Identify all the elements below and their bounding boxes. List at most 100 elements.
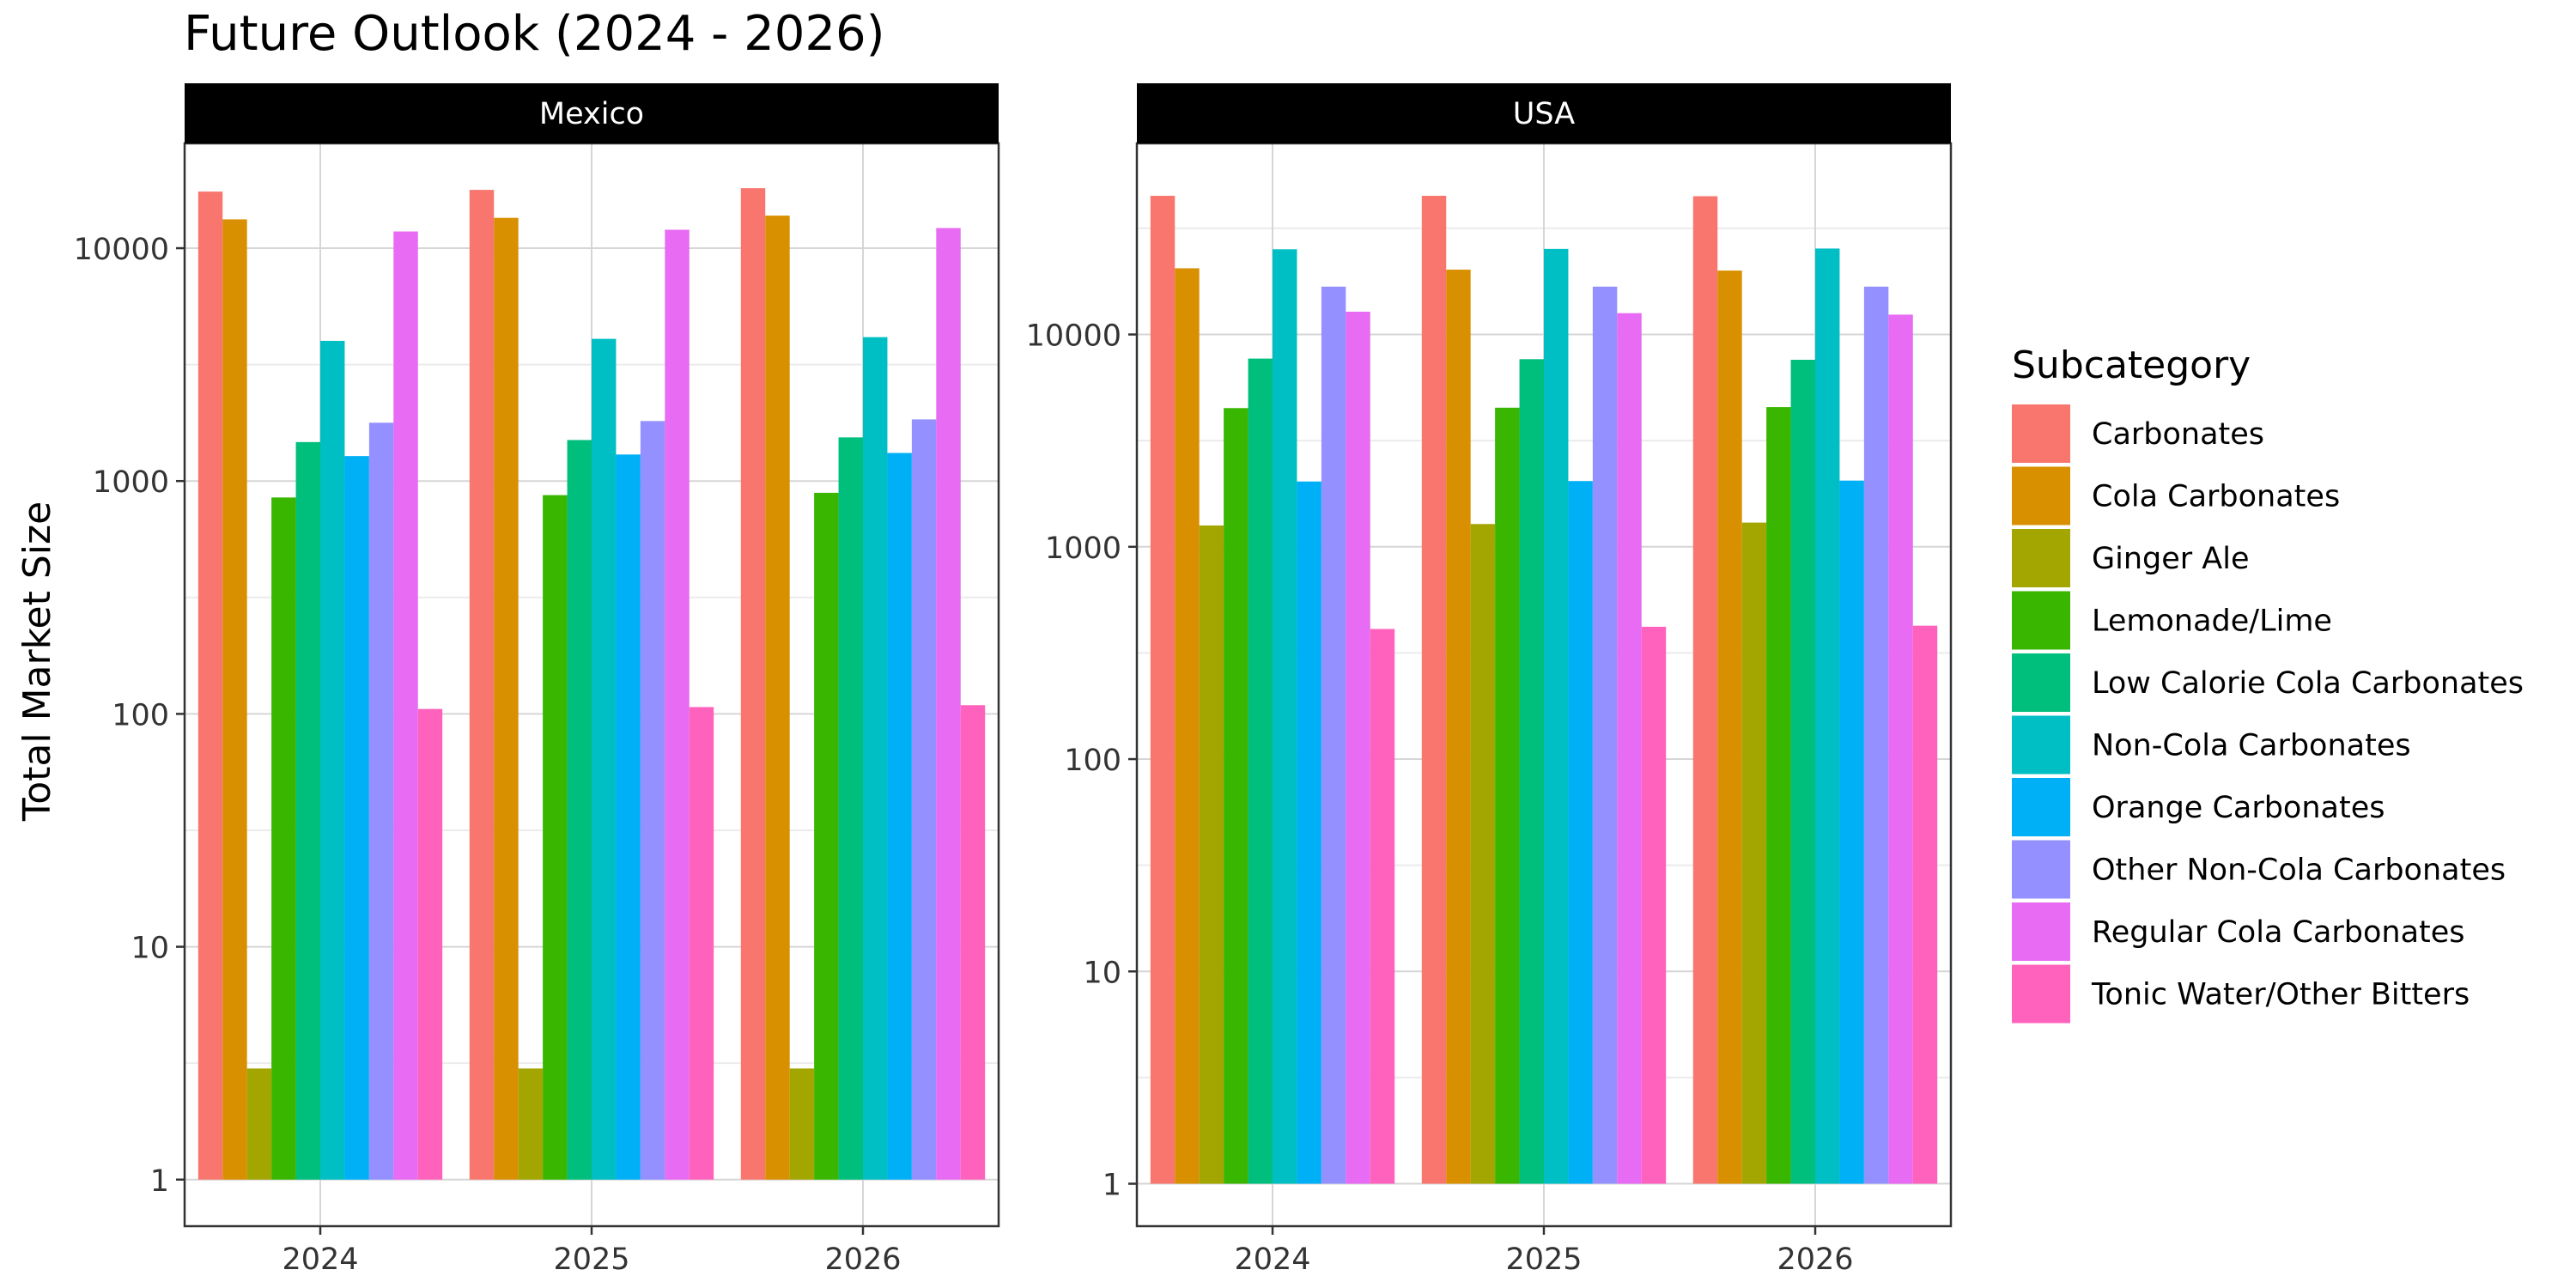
bar-orange-carbonates-2025 (1568, 481, 1593, 1184)
bar-cola-carbonates-2026 (1717, 270, 1742, 1184)
bar-regular-cola-carbonates-2025 (1617, 313, 1642, 1184)
y-tick-label: 100 (112, 698, 169, 732)
bar-ginger-ale-2026 (1741, 522, 1767, 1184)
bar-cola-carbonates-2024 (1175, 268, 1200, 1184)
x-tick-label: 2026 (824, 1242, 901, 1277)
facet-panel-mexico: Mexico 1 10 100 1000 10000 2024 2025 2026 (74, 83, 1000, 1277)
legend-key (2012, 902, 2070, 961)
y-tick-label: 100 (1064, 744, 1121, 778)
legend-key (2012, 964, 2070, 1024)
bar-orange-carbonates-2025 (616, 454, 641, 1180)
x-tick-label: 2025 (1505, 1242, 1582, 1277)
bar-regular-cola-carbonates-2025 (665, 229, 690, 1180)
legend-item-tonic-water-other-bitters: Tonic Water/Other Bitters (2012, 964, 2470, 1024)
bar-ginger-ale-2024 (246, 1068, 272, 1180)
legend-label: Other Non-Cola Carbonates (2092, 854, 2506, 888)
bar-regular-cola-carbonates-2024 (1346, 312, 1370, 1184)
bar-cola-carbonates-2025 (494, 217, 519, 1180)
bar-non-cola-carbonates-2026 (863, 337, 888, 1180)
bar-tonic-water-other-bitters-2024 (417, 708, 443, 1180)
y-tick-label: 1000 (93, 465, 169, 500)
legend-item-other-non-cola-carbonates: Other Non-Cola Carbonates (2012, 840, 2506, 899)
legend-key (2012, 529, 2070, 587)
bar-orange-carbonates-2026 (887, 453, 912, 1180)
x-tick-label: 2025 (553, 1242, 629, 1277)
y-tick-label: 1 (150, 1164, 169, 1199)
facet-strip-label: USA (1513, 97, 1575, 131)
bar-tonic-water-other-bitters-2025 (1641, 626, 1667, 1184)
bar-lemonade-lime-2026 (1766, 407, 1791, 1184)
legend-label: Orange Carbonates (2092, 791, 2385, 825)
legend-label: Cola Carbonates (2092, 480, 2340, 514)
legend-key (2012, 840, 2070, 899)
facet-strip-label: Mexico (539, 97, 644, 131)
bar-orange-carbonates-2024 (1297, 481, 1321, 1184)
bar-regular-cola-carbonates-2024 (393, 231, 418, 1180)
x-tick-label: 2026 (1777, 1242, 1853, 1277)
legend-key (2012, 466, 2070, 526)
bar-low-calorie-cola-carbonates-2025 (1519, 359, 1544, 1184)
bar-tonic-water-other-bitters-2026 (1912, 625, 1938, 1184)
bar-tonic-water-other-bitters-2025 (689, 707, 714, 1180)
bar-ginger-ale-2025 (518, 1068, 544, 1180)
x-tick-label: 2024 (1234, 1242, 1310, 1277)
bar-low-calorie-cola-carbonates-2024 (295, 441, 320, 1180)
bar-non-cola-carbonates-2026 (1815, 248, 1840, 1184)
bar-regular-cola-carbonates-2026 (1888, 314, 1913, 1184)
facet-panel-usa: USA 1 10 100 1000 10000 2024 2025 2026 (1026, 83, 1953, 1277)
bar-regular-cola-carbonates-2026 (936, 228, 961, 1180)
facet-panels: Mexico 1 10 100 1000 10000 2024 2025 2026 USA 1 10 1… (74, 83, 1953, 1277)
legend-item-carbonates: Carbonates (2012, 404, 2264, 463)
legend-label: Regular Cola Carbonates (2092, 915, 2465, 950)
legend-key (2012, 715, 2070, 775)
facet-strip (185, 83, 999, 143)
legend-key (2012, 404, 2070, 463)
bar-non-cola-carbonates-2024 (1273, 249, 1297, 1184)
y-axis-label: Total Market Size (15, 501, 59, 822)
bar-cola-carbonates-2026 (765, 216, 790, 1180)
legend-label: Low Calorie Cola Carbonates (2092, 666, 2524, 701)
bar-lemonade-lime-2026 (814, 492, 839, 1180)
bar-other-non-cola-carbonates-2026 (911, 419, 937, 1180)
bar-carbonates-2026 (740, 188, 766, 1180)
bar-tonic-water-other-bitters-2024 (1370, 629, 1395, 1184)
legend-item-regular-cola-carbonates: Regular Cola Carbonates (2012, 902, 2465, 961)
chart-title: Future Outlook (2024 - 2026) (184, 6, 885, 62)
legend-label: Tonic Water/Other Bitters (2091, 978, 2470, 1012)
bar-carbonates-2024 (1150, 196, 1176, 1184)
bar-carbonates-2026 (1692, 196, 1718, 1184)
y-tick-label: 10 (1083, 956, 1121, 990)
legend-item-cola-carbonates: Cola Carbonates (2012, 466, 2340, 526)
facet-strip (1137, 83, 1951, 143)
legend-item-lemonade-lime: Lemonade/Lime (2012, 591, 2332, 650)
bar-lemonade-lime-2024 (1224, 408, 1249, 1184)
bar-orange-carbonates-2024 (344, 456, 369, 1180)
legend-item-orange-carbonates: Orange Carbonates (2012, 778, 2385, 836)
bar-ginger-ale-2026 (789, 1068, 815, 1180)
bar-lemonade-lime-2025 (543, 495, 568, 1180)
legend-label: Lemonade/Lime (2092, 605, 2332, 639)
bar-low-calorie-cola-carbonates-2026 (838, 437, 863, 1180)
y-tick-label: 10000 (74, 233, 169, 267)
legend-key (2012, 778, 2070, 836)
y-tick-label: 10000 (1026, 319, 1121, 354)
bar-low-calorie-cola-carbonates-2024 (1248, 358, 1273, 1184)
y-tick-label: 10 (131, 932, 169, 966)
bar-lemonade-lime-2024 (271, 497, 296, 1180)
bar-orange-carbonates-2026 (1839, 480, 1864, 1184)
legend-label: Carbonates (2092, 417, 2264, 452)
bar-carbonates-2025 (469, 190, 495, 1180)
bar-lemonade-lime-2025 (1495, 407, 1520, 1184)
bar-other-non-cola-carbonates-2025 (1592, 286, 1618, 1184)
bar-carbonates-2024 (197, 191, 223, 1180)
legend-key (2012, 591, 2070, 650)
bar-non-cola-carbonates-2025 (1544, 248, 1569, 1184)
y-tick-label: 1000 (1045, 532, 1121, 566)
bar-low-calorie-cola-carbonates-2026 (1790, 359, 1815, 1184)
bar-non-cola-carbonates-2025 (592, 338, 617, 1180)
legend-items: Carbonates Cola Carbonates Ginger Ale Lemon… (2012, 404, 2524, 1024)
bar-non-cola-carbonates-2024 (320, 340, 345, 1180)
bar-other-non-cola-carbonates-2025 (640, 421, 665, 1180)
legend-label: Non-Cola Carbonates (2092, 729, 2411, 763)
y-tick-label: 1 (1103, 1169, 1121, 1203)
